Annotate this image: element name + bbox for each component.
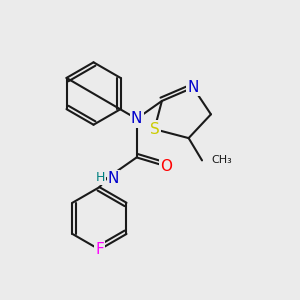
Text: H: H	[96, 171, 105, 184]
Text: CH₃: CH₃	[211, 155, 232, 165]
Text: F: F	[95, 242, 104, 257]
Text: N: N	[108, 171, 119, 186]
Text: N: N	[188, 80, 199, 95]
Text: S: S	[150, 122, 159, 137]
Text: O: O	[160, 159, 172, 174]
Text: N: N	[131, 111, 142, 126]
